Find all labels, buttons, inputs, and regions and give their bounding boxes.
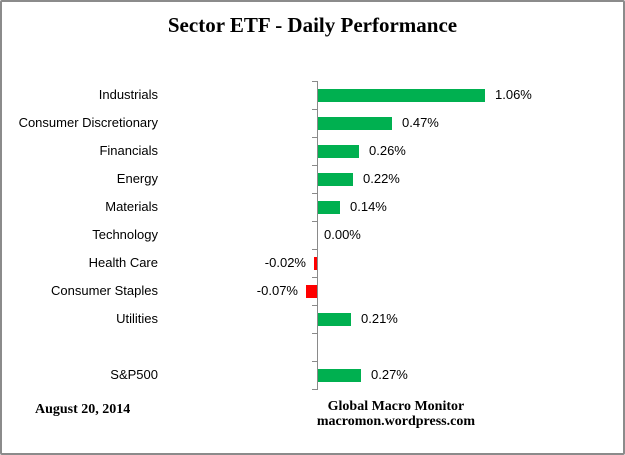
value-label-utilities: 0.21% bbox=[361, 311, 398, 326]
footer-date: August 20, 2014 bbox=[35, 402, 131, 417]
footer-source: Global Macro Monitor macromon.wordpress.… bbox=[317, 399, 475, 429]
bar-energy bbox=[318, 172, 353, 186]
axis-tick bbox=[312, 165, 318, 166]
value-label-technology: 0.00% bbox=[324, 227, 361, 242]
category-label-materials: Materials bbox=[105, 199, 158, 214]
axis-tick bbox=[312, 221, 318, 222]
value-label-consumer-discretionary: 0.47% bbox=[402, 115, 439, 130]
axis-tick bbox=[312, 193, 318, 194]
axis-tick bbox=[312, 305, 318, 306]
axis-tick bbox=[312, 333, 318, 334]
axis-tick bbox=[312, 389, 318, 390]
bar-materials bbox=[318, 200, 340, 214]
category-label-consumer-discretionary: Consumer Discretionary bbox=[18, 115, 158, 130]
axis-tick bbox=[312, 361, 318, 362]
axis-tick bbox=[312, 277, 318, 278]
category-axis-line bbox=[317, 81, 318, 389]
category-label-utilities: Utilities bbox=[116, 311, 158, 326]
category-label-financials: Financials bbox=[99, 143, 158, 158]
bar-industrials bbox=[318, 88, 485, 102]
category-label-industrials: Industrials bbox=[98, 87, 158, 102]
value-label-financials: 0.26% bbox=[369, 143, 406, 158]
footer-source-line1: Global Macro Monitor bbox=[327, 399, 465, 414]
category-label-health-care: Health Care bbox=[88, 255, 158, 270]
category-label-technology: Technology bbox=[92, 227, 158, 242]
axis-tick bbox=[312, 109, 318, 110]
category-label-consumer-staples: Consumer Staples bbox=[51, 283, 158, 298]
bar-s-p500 bbox=[318, 368, 361, 382]
footer-source-line2: macromon.wordpress.com bbox=[316, 414, 475, 429]
value-label-energy: 0.22% bbox=[363, 171, 400, 186]
chart-title: Sector ETF - Daily Performance bbox=[167, 13, 458, 37]
value-label-s-p500: 0.27% bbox=[371, 367, 408, 382]
bar-health-care bbox=[314, 256, 317, 270]
axis-tick bbox=[312, 249, 318, 250]
axis-tick bbox=[312, 137, 318, 138]
value-label-health-care: -0.02% bbox=[264, 255, 306, 270]
bar-consumer-staples bbox=[306, 284, 317, 298]
bar-financials bbox=[318, 144, 359, 158]
value-label-materials: 0.14% bbox=[350, 199, 387, 214]
category-label-energy: Energy bbox=[116, 171, 158, 186]
value-label-industrials: 1.06% bbox=[495, 87, 532, 102]
category-label-s-p500: S&P500 bbox=[110, 367, 158, 382]
axis-tick bbox=[312, 81, 318, 82]
bar-consumer-discretionary bbox=[318, 116, 392, 130]
bar-utilities bbox=[318, 312, 351, 326]
value-label-consumer-staples: -0.07% bbox=[256, 283, 298, 298]
